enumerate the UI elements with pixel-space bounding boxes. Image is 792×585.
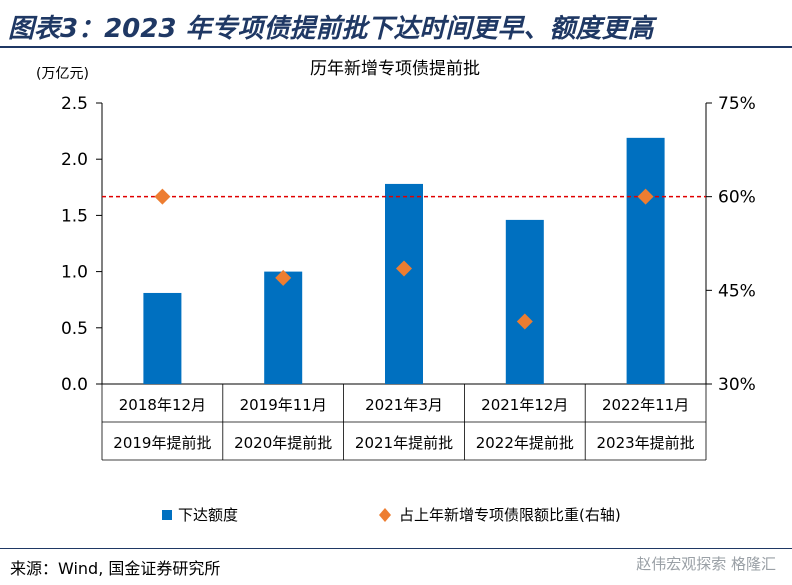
figure-title: 图表3：2023 年专项债提前批下达时间更早、额度更高 [8, 14, 654, 44]
watermark: 赵伟宏观探索 格隆汇 [636, 555, 776, 573]
category-sublabel: 2023年提前批 [597, 434, 695, 452]
right-tick-label: 60% [718, 188, 756, 208]
right-tick-label: 45% [718, 281, 756, 301]
bar [143, 292, 182, 384]
category-sublabel: 2020年提前批 [234, 434, 332, 452]
category-label: 2019年11月 [240, 396, 327, 414]
figure-header: 图表3：2023 年专项债提前批下达时间更早、额度更高 [0, 0, 792, 48]
footer-rule [0, 548, 792, 549]
category-label: 2018年12月 [119, 396, 206, 414]
chart: 历年新增专项债提前批 (万亿元) 0.0 0.5 1.0 1.5 2.0 2.5 30% 45… [36, 59, 756, 524]
chart-title: 历年新增专项债提前批 [310, 59, 480, 79]
bar [264, 271, 303, 384]
bar [626, 137, 665, 384]
left-tick-label: 0.0 [61, 375, 88, 395]
category-sublabel: 2019年提前批 [113, 434, 211, 452]
left-tick-label: 0.5 [61, 319, 88, 339]
left-axis-unit: (万亿元) [36, 66, 89, 82]
legend-bar-swatch [162, 510, 172, 520]
legend-diamond-swatch [379, 508, 391, 522]
left-tick-label: 2.5 [61, 94, 88, 114]
category-label: 2021年3月 [365, 396, 443, 414]
legend-diamond-label: 占上年新增专项债限额比重(右轴) [399, 506, 621, 524]
right-tick-label: 75% [718, 94, 756, 114]
diamond-point [396, 260, 412, 277]
bar [385, 183, 423, 384]
diamond-point [275, 269, 292, 286]
legend-bar-label: 下达额度 [178, 506, 238, 524]
category-label: 2021年12月 [481, 396, 568, 414]
category-sublabel: 2022年提前批 [476, 434, 574, 452]
left-tick-label: 2.0 [61, 150, 88, 170]
diamond-point [637, 188, 654, 205]
legend: 下达额度 占上年新增专项债限额比重(右轴) [162, 506, 621, 524]
diamond-point [154, 188, 171, 205]
diamond-point [516, 313, 533, 330]
category-label: 2022年11月 [602, 396, 689, 414]
left-tick-label: 1.0 [61, 263, 88, 283]
bar [505, 219, 544, 384]
left-tick-label: 1.5 [61, 206, 88, 226]
right-tick-label: 30% [718, 375, 756, 395]
source-note: 来源：Wind, 国金证券研究所 [10, 559, 221, 578]
category-sublabel: 2021年提前批 [355, 434, 453, 452]
